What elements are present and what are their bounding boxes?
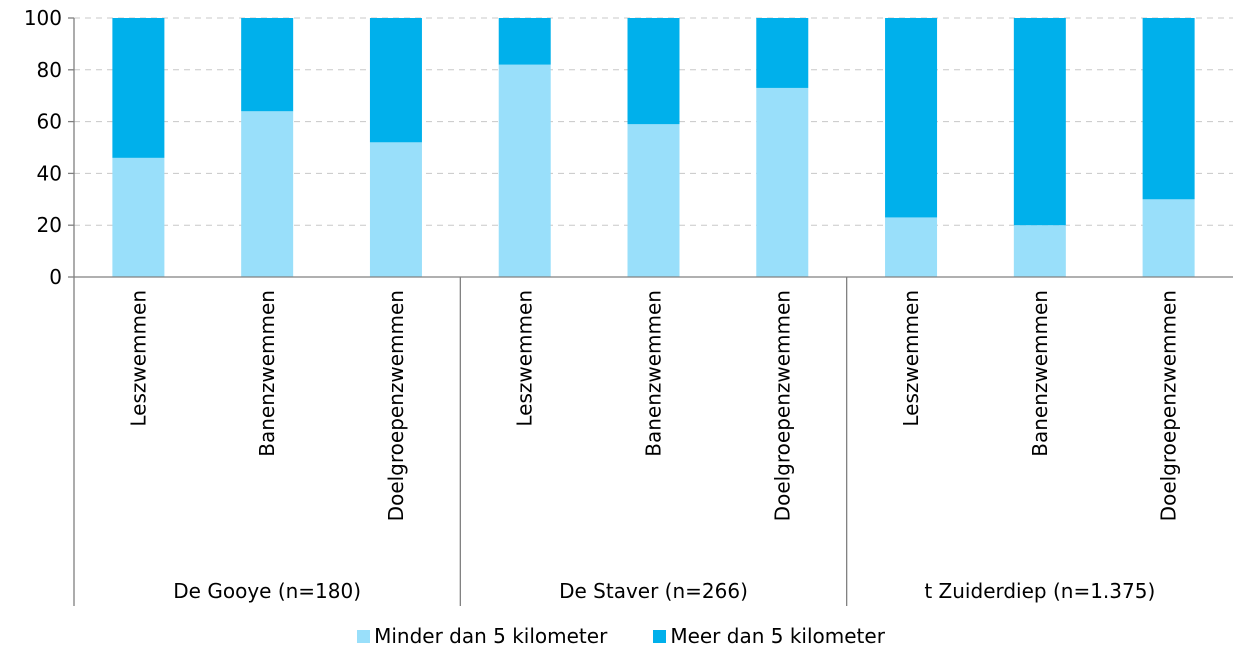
x-category-labels: Leszwemmen Banenzwemmen Doelgroepenzwemmen…	[126, 290, 1180, 521]
x-category-label: Banenzwemmen	[1028, 290, 1052, 457]
legend-item-meer: Meer dan 5 kilometer	[653, 624, 885, 648]
x-category-label: Leszwemmen	[899, 290, 923, 427]
bar-segment-meer	[1013, 18, 1066, 226]
y-tick-label: 60	[37, 110, 62, 134]
y-tick-label: 20	[37, 213, 62, 237]
y-tick-label: 40	[37, 161, 62, 185]
bar-segment-minder	[756, 87, 809, 278]
legend-swatch-minder	[357, 629, 371, 643]
bar-segment-minder	[1142, 199, 1195, 277]
x-category-label: Banenzwemmen	[255, 290, 279, 457]
legend: Minder dan 5 kilometer Meer dan 5 kilome…	[0, 624, 1242, 648]
bar-segment-minder	[241, 111, 294, 278]
bar-segment-meer	[627, 18, 680, 125]
x-group-label: t Zuiderdiep (n=1.375)	[924, 579, 1155, 603]
x-category-label: Leszwemmen	[126, 290, 150, 427]
x-category-label: Doelgroepenzwemmen	[770, 290, 794, 521]
bar-segment-minder	[627, 124, 680, 277]
bar-segment-meer	[498, 18, 551, 65]
bar-segment-minder	[369, 142, 422, 277]
y-tick-label: 80	[37, 58, 62, 82]
bar-segment-minder	[885, 217, 938, 277]
legend-swatch-meer	[653, 629, 667, 643]
bar-segment-meer	[112, 18, 165, 158]
y-tick-labels: 0 20 40 60 80 100	[24, 6, 62, 289]
bar-segment-meer	[241, 18, 294, 112]
bars	[112, 18, 1195, 278]
legend-item-minder: Minder dan 5 kilometer	[357, 624, 607, 648]
x-category-label: Doelgroepenzwemmen	[1157, 290, 1181, 521]
y-tick-label: 0	[49, 265, 62, 289]
bar-segment-meer	[1142, 18, 1195, 200]
x-group-label: De Gooye (n=180)	[173, 579, 361, 603]
bar-segment-minder	[1013, 225, 1066, 277]
x-category-label: Banenzwemmen	[642, 290, 666, 457]
legend-label-meer: Meer dan 5 kilometer	[670, 624, 885, 648]
bar-segment-meer	[756, 18, 809, 88]
bar-segment-meer	[885, 18, 938, 218]
x-category-label: Doelgroepenzwemmen	[384, 290, 408, 521]
y-tick-label: 100	[24, 6, 62, 30]
bar-segment-minder	[498, 64, 551, 278]
legend-label-minder: Minder dan 5 kilometer	[374, 624, 608, 648]
x-category-label: Leszwemmen	[513, 290, 537, 427]
axes	[68, 17, 1233, 606]
x-group-label: De Staver (n=266)	[559, 579, 748, 603]
bar-segment-meer	[369, 18, 422, 143]
bar-segment-minder	[112, 157, 165, 277]
x-group-labels: De Gooye (n=180) De Staver (n=266) t Zuide…	[173, 579, 1155, 603]
